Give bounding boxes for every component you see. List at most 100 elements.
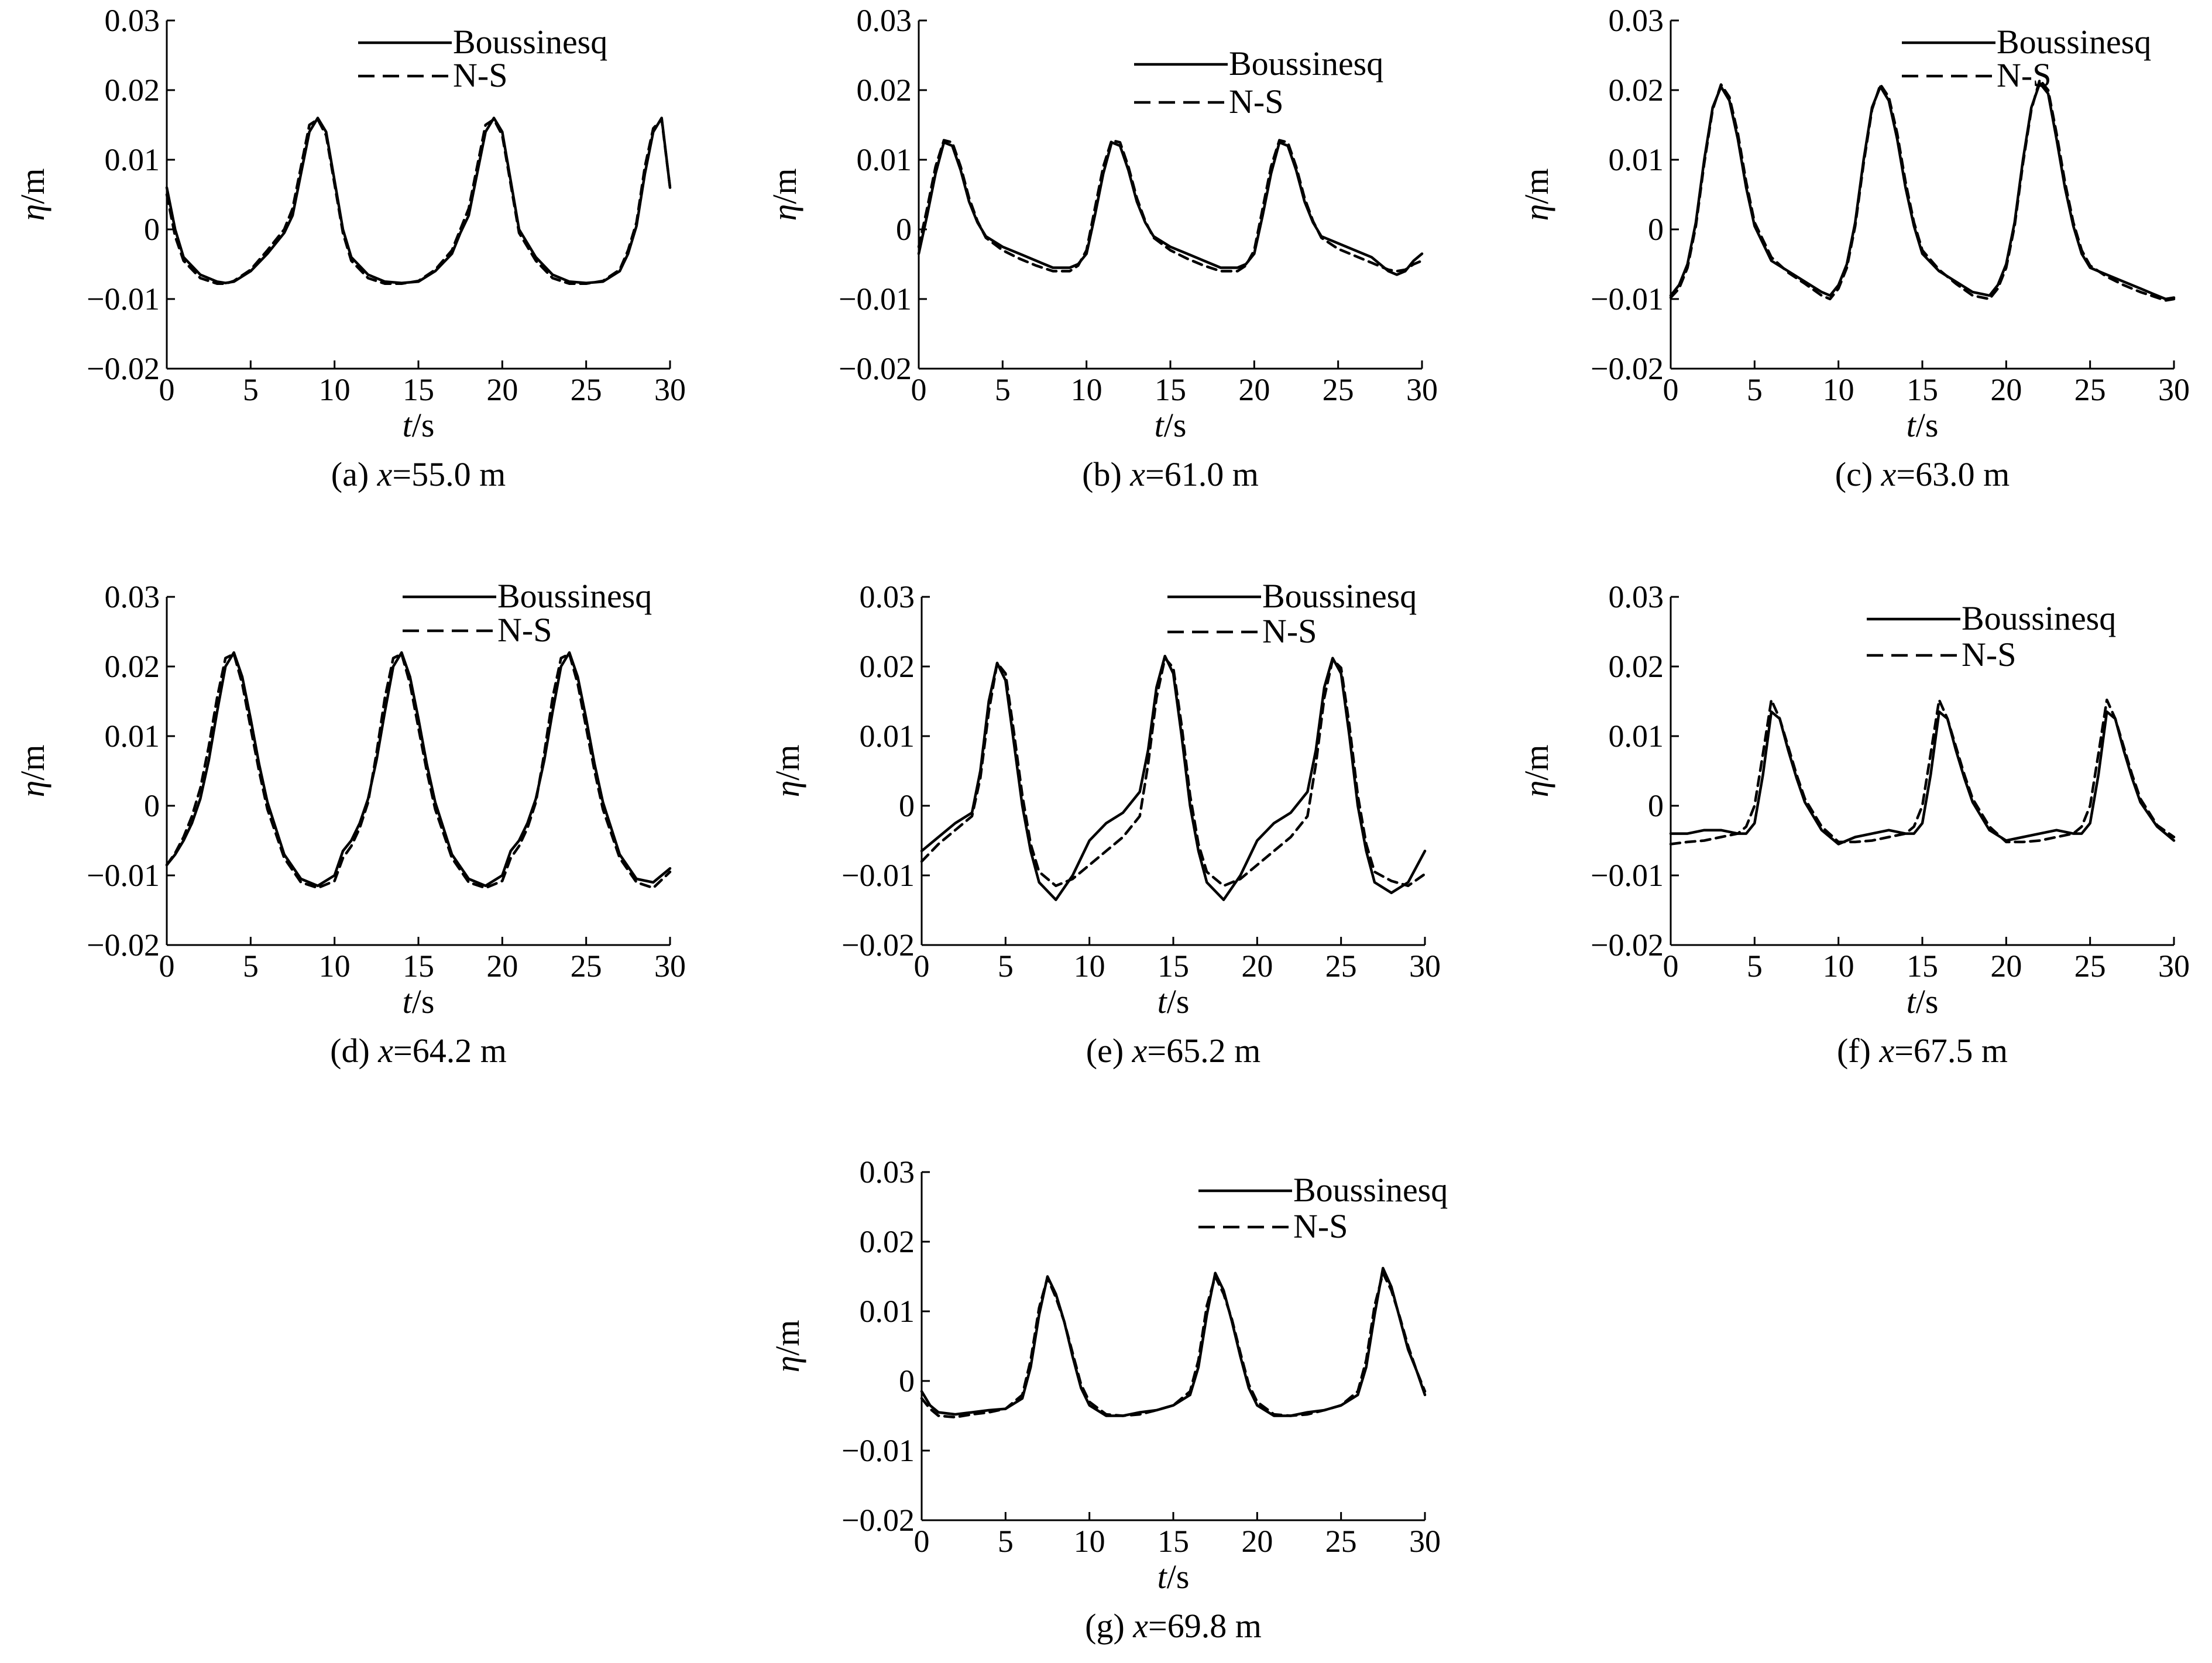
x-tick-label: 25: [2074, 949, 2106, 984]
x-tick-label: 10: [1074, 1524, 1105, 1559]
series-line-n-s: [917, 139, 1424, 273]
x-tick-label: 20: [486, 949, 518, 984]
legend-label: Boussinesq: [497, 577, 652, 615]
x-tick-label: 0: [914, 1524, 930, 1559]
y-axis-title: η/m: [768, 744, 806, 797]
legend-label: Boussinesq: [1262, 577, 1417, 615]
series-line-n-s: [165, 652, 672, 889]
y-tick-label: −0.01: [841, 858, 915, 893]
y-tick-label: −0.01: [1591, 281, 1664, 317]
y-tick-label: 0.02: [857, 73, 912, 108]
x-tick-label: 15: [1157, 1524, 1189, 1559]
x-tick-label: 30: [1406, 372, 1438, 407]
panel-caption: (a) x=55.0 m: [331, 455, 506, 493]
x-tick-label: 15: [403, 949, 434, 984]
y-tick-label: 0: [1648, 788, 1664, 823]
x-tick-label: 25: [1323, 372, 1354, 407]
legend-label: N-S: [1962, 635, 2016, 674]
x-tick-label: 15: [1155, 372, 1186, 407]
y-tick-label: 0.01: [1609, 142, 1664, 177]
chart-panel-a: −0.02 −0.01 0 0.01 0.02 0.03 0 5 10 15 20 25 30 t/s η/…: [13, 3, 686, 493]
y-tick-label: 0: [144, 788, 160, 823]
series-line-boussinesq: [165, 651, 672, 888]
x-tick-label: 0: [911, 372, 927, 407]
x-tick-label: 20: [1990, 372, 2022, 407]
x-tick-label: 10: [1071, 372, 1102, 407]
chart-panel-b: −0.02 −0.01 0 0.01 0.02 0.03 0 5 10 15 20 25 30 t/s η/…: [765, 3, 1438, 493]
y-tick-label: 0.01: [857, 142, 912, 177]
y-tick-label: 0.02: [105, 649, 160, 684]
x-tick-label: 20: [1241, 949, 1273, 984]
y-axis-title: η/m: [1517, 744, 1555, 797]
x-tick-label: 25: [2074, 372, 2106, 407]
y-tick-label: 0.03: [860, 1155, 915, 1190]
x-tick-label: 5: [998, 1524, 1014, 1559]
y-tick-label: −0.01: [841, 1433, 915, 1468]
chart-panel-d: −0.02 −0.01 0 0.01 0.02 0.03 0 5 10 15 20 25 30 t/s η/…: [13, 577, 686, 1070]
y-tick-label: 0.03: [105, 3, 160, 38]
y-tick-label: −0.02: [1591, 351, 1664, 386]
x-tick-label: 30: [1409, 949, 1441, 984]
y-tick-label: −0.02: [87, 351, 160, 386]
y-tick-label: 0.03: [1609, 3, 1664, 38]
y-tick-label: 0.01: [860, 1294, 915, 1329]
series-line-boussinesq: [1669, 81, 2176, 301]
x-tick-label: 25: [571, 372, 602, 407]
y-tick-label: 0.02: [860, 1224, 915, 1259]
series-line-boussinesq: [165, 116, 672, 284]
x-axis-title: t/s: [1157, 1558, 1190, 1596]
y-tick-label: 0.02: [1609, 649, 1664, 684]
y-tick-label: −0.01: [1591, 858, 1664, 893]
x-tick-label: 20: [1990, 949, 2022, 984]
y-tick-label: 0.03: [857, 3, 912, 38]
x-tick-label: 10: [1823, 372, 1854, 407]
panel-caption: (d) x=64.2 m: [330, 1032, 507, 1070]
x-tick-label: 5: [998, 949, 1014, 984]
series-line-boussinesq: [917, 141, 1424, 276]
y-tick-label: −0.02: [841, 1503, 915, 1538]
chart-panel-f: −0.02 −0.01 0 0.01 0.02 0.03 0 5 10 15 20 25 30 t/s η/…: [1517, 579, 2190, 1070]
x-tick-label: 5: [995, 372, 1011, 407]
x-tick-label: 30: [654, 949, 686, 984]
x-tick-label: 5: [243, 372, 259, 407]
x-tick-label: 20: [486, 372, 518, 407]
x-tick-label: 25: [1325, 949, 1357, 984]
y-tick-label: 0.01: [860, 719, 915, 754]
legend-label: Boussinesq: [1293, 1171, 1448, 1209]
y-tick-label: 0: [144, 212, 160, 247]
series-line-boussinesq: [1669, 710, 2176, 846]
y-tick-label: −0.02: [1591, 927, 1664, 963]
chart-panel-e: −0.02 −0.01 0 0.01 0.02 0.03 0 5 10 15 20 25 30 t/s η/…: [768, 577, 1441, 1070]
y-axis-title: η/m: [13, 168, 51, 221]
x-tick-label: 15: [1907, 949, 1938, 984]
series-line-n-s: [920, 1272, 1427, 1419]
legend-label: Boussinesq: [1997, 23, 2151, 61]
chart-panel-c: −0.02 −0.01 0 0.01 0.02 0.03 0 5 10 15 20 25 30 t/s η/…: [1517, 3, 2190, 493]
x-axis-title: t/s: [403, 982, 435, 1021]
x-axis-title: t/s: [1907, 406, 1939, 444]
x-tick-label: 30: [654, 372, 686, 407]
series-line-n-s: [165, 118, 672, 286]
panel-caption: (c) x=63.0 m: [1835, 455, 2010, 493]
x-tick-label: 0: [159, 949, 175, 984]
series-line-boussinesq: [920, 654, 1427, 901]
x-tick-label: 15: [403, 372, 434, 407]
y-tick-label: 0.03: [105, 579, 160, 614]
x-tick-label: 5: [243, 949, 259, 984]
series-line-n-s: [1669, 78, 2176, 302]
y-tick-label: 0.02: [860, 649, 915, 684]
x-axis-title: t/s: [403, 406, 435, 444]
x-axis-title: t/s: [1907, 982, 1939, 1021]
y-tick-label: −0.02: [841, 927, 915, 963]
series-line-n-s: [920, 657, 1427, 888]
x-axis-title: t/s: [1155, 406, 1187, 444]
x-tick-label: 0: [1663, 372, 1679, 407]
y-tick-label: −0.01: [87, 281, 160, 317]
chart-panel-g: −0.02 −0.01 0 0.01 0.02 0.03 0 5 10 15 20 25 30 t/s η/…: [768, 1155, 1448, 1645]
y-tick-label: 0: [896, 212, 912, 247]
y-axis-title: η/m: [13, 744, 51, 797]
y-tick-label: 0.01: [1609, 719, 1664, 754]
y-axis-title: η/m: [1517, 168, 1555, 221]
x-tick-label: 10: [319, 949, 351, 984]
